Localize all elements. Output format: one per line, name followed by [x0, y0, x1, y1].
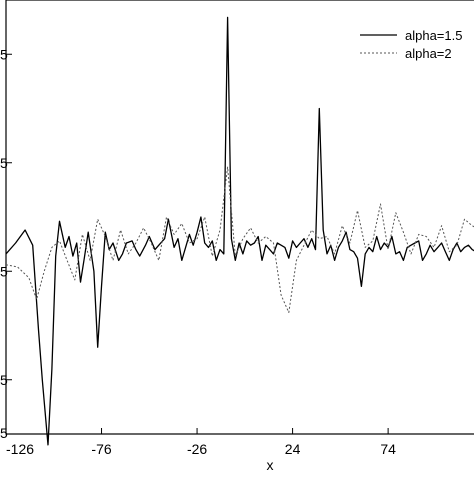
- x-tick-label: -126: [6, 441, 34, 457]
- plot-frame: [5, 0, 474, 435]
- series-layer: [5, 16, 474, 446]
- series-line-alpha-1-5: [5, 16, 474, 446]
- x-tick-label: 24: [285, 441, 301, 457]
- legend: alpha=1.5 alpha=2: [360, 28, 462, 61]
- legend-label-alpha-1-5: alpha=1.5: [405, 28, 462, 43]
- y-tick-label: 5: [0, 155, 8, 171]
- y-tick-label: 5: [0, 372, 8, 388]
- x-tick-label: 74: [380, 441, 396, 457]
- y-tick-label: 5: [0, 46, 8, 62]
- x-tick-label: -76: [91, 441, 111, 457]
- x-tick-label: -26: [187, 441, 207, 457]
- tick-layer: -126 -76 -26 24 74 5 5 5 5 5: [0, 46, 396, 457]
- x-axis-title: x: [267, 457, 274, 473]
- series-line-alpha-2: [5, 166, 474, 313]
- y-tick-label: 5: [0, 425, 8, 441]
- y-tick-label: 5: [0, 263, 8, 279]
- legend-label-alpha-2: alpha=2: [405, 46, 452, 61]
